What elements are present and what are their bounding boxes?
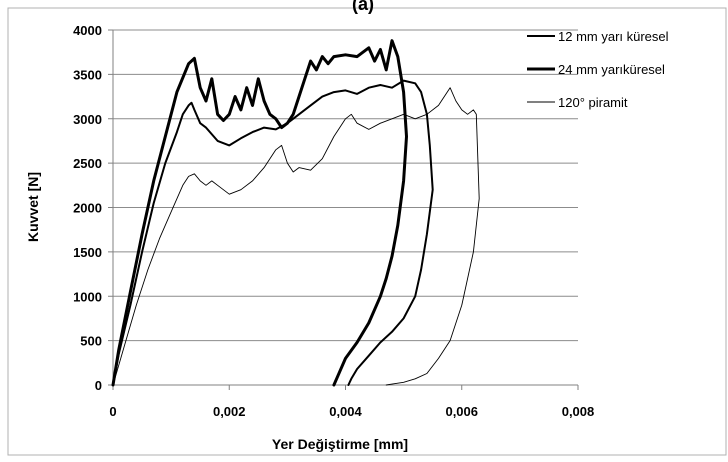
figure-label: (a)	[352, 0, 374, 14]
x-tick-label: 0,006	[445, 404, 478, 419]
y-tick-label: 1500	[73, 245, 102, 260]
chart-border	[7, 7, 727, 456]
y-tick-label: 2000	[73, 201, 102, 216]
axes	[108, 29, 579, 390]
x-tick-label: 0,002	[213, 404, 246, 419]
legend: 12 mm yarı küresel 24 mm yarıküresel 120° …	[527, 29, 669, 110]
y-tick-label: 4000	[73, 23, 102, 38]
y-tick-label: 2500	[73, 156, 102, 171]
legend-label: 12 mm yarı küresel	[558, 29, 669, 44]
x-tick-label: 0	[109, 404, 116, 419]
legend-label: 24 mm yarıküresel	[558, 62, 665, 77]
y-tick-label: 500	[80, 334, 102, 349]
series-lines	[111, 39, 480, 387]
x-tick-label: 0,004	[329, 404, 362, 419]
y-tick-label: 1000	[73, 289, 102, 304]
tick-labels: 0 500 1000 1500 2000 2500 3000 3500 4000 0 0,002 0,…	[73, 23, 594, 419]
y-axis-title: Kuvvet [N]	[25, 172, 41, 242]
series-line-3	[112, 87, 480, 386]
legend-label: 120° piramit	[558, 95, 628, 110]
series-line-2	[111, 39, 408, 387]
x-axis-title: Yer Değiştirme [mm]	[272, 436, 408, 452]
series-line-1	[112, 79, 434, 386]
y-tick-label: 0	[95, 378, 102, 393]
x-tick-label: 0,008	[562, 404, 595, 419]
y-tick-label: 3000	[73, 112, 102, 127]
y-tick-label: 3500	[73, 67, 102, 82]
